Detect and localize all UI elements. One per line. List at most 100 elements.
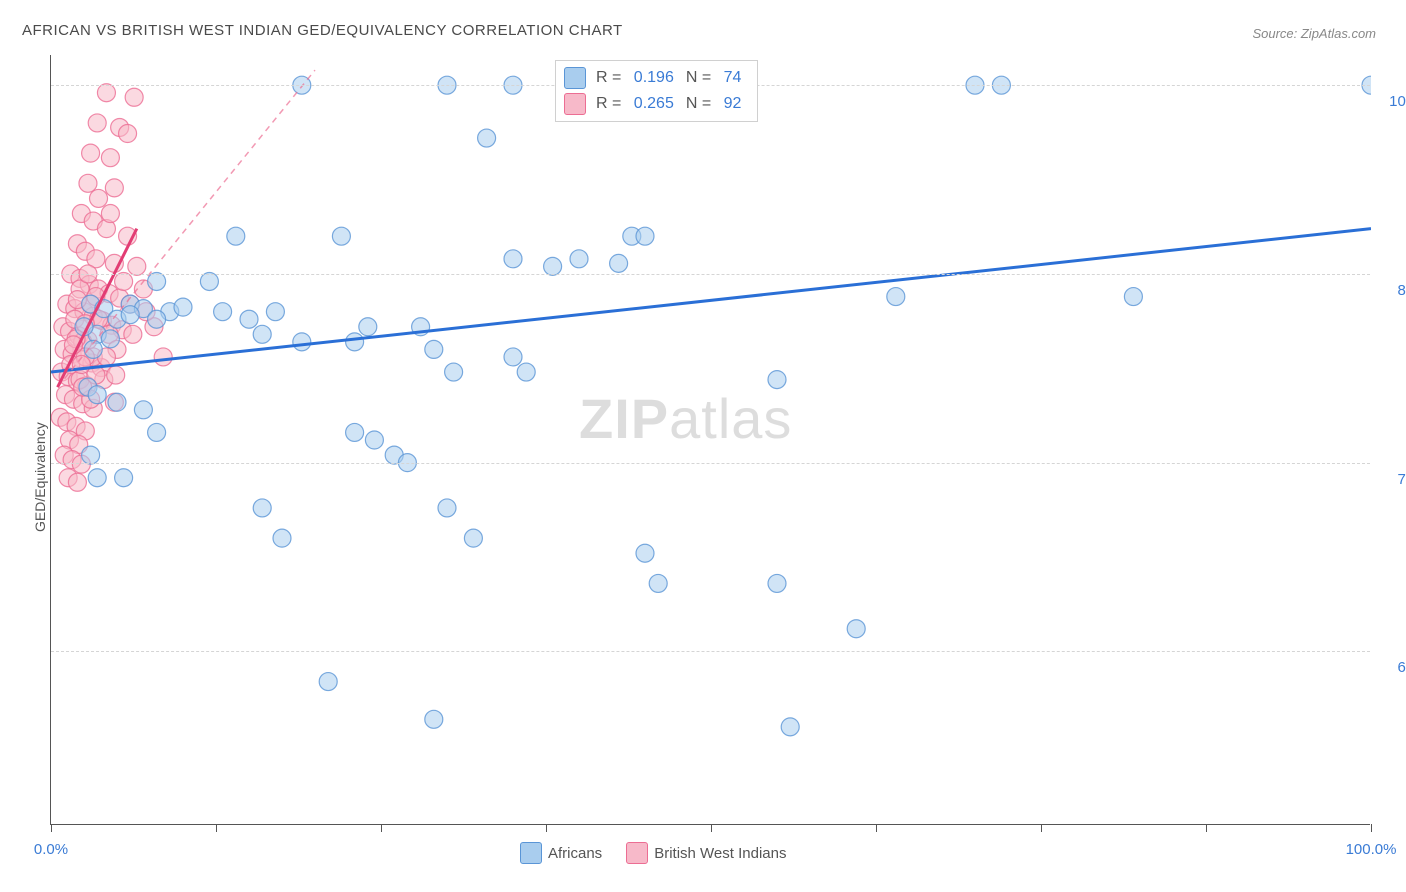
scatter-point — [365, 431, 383, 449]
scatter-point — [319, 673, 337, 691]
legend-n-label: N = — [686, 95, 716, 112]
scatter-point — [636, 544, 654, 562]
correlation-legend: R = 0.196 N = 74 R = 0.265 N = 92 — [555, 60, 758, 122]
scatter-point — [107, 366, 125, 384]
scatter-plot: ZIPatlas 62.5%75.0%87.5%100.0%0.0%100.0% — [50, 55, 1370, 825]
chart-title: AFRICAN VS BRITISH WEST INDIAN GED/EQUIV… — [22, 22, 623, 39]
legend-n-value: 74 — [724, 69, 742, 86]
scatter-point — [82, 446, 100, 464]
y-tick-label: 100.0% — [1389, 93, 1406, 110]
scatter-point — [154, 348, 172, 366]
scatter-point — [1124, 288, 1142, 306]
scatter-point — [128, 257, 146, 275]
scatter-point — [174, 298, 192, 316]
scatter-point — [253, 325, 271, 343]
scatter-point — [768, 574, 786, 592]
x-tick — [216, 824, 217, 832]
scatter-point — [610, 254, 628, 272]
scatter-point — [293, 333, 311, 351]
scatter-point — [125, 88, 143, 106]
legend-swatch — [520, 842, 542, 864]
scatter-point — [425, 710, 443, 728]
x-tick — [546, 824, 547, 832]
y-tick-label: 87.5% — [1397, 282, 1406, 299]
scatter-point — [768, 371, 786, 389]
scatter-point — [119, 125, 137, 143]
gridline — [51, 463, 1370, 464]
scatter-point — [478, 129, 496, 147]
scatter-point — [200, 272, 218, 290]
scatter-point — [359, 318, 377, 336]
scatter-point — [887, 288, 905, 306]
legend-swatch — [564, 67, 586, 89]
scatter-point — [90, 189, 108, 207]
x-tick-label: 0.0% — [34, 841, 68, 858]
scatter-point — [649, 574, 667, 592]
scatter-point — [464, 529, 482, 547]
scatter-point — [97, 84, 115, 102]
x-tick — [1206, 824, 1207, 832]
scatter-point — [115, 272, 133, 290]
scatter-point — [148, 272, 166, 290]
legend-series-label: Africans — [548, 845, 602, 862]
legend-swatch — [626, 842, 648, 864]
scatter-point — [504, 348, 522, 366]
legend-row: R = 0.265 N = 92 — [564, 91, 749, 117]
scatter-point — [445, 363, 463, 381]
series-legend: Africans British West Indians — [520, 842, 810, 864]
gridline — [51, 651, 1370, 652]
legend-r-value: 0.196 — [634, 69, 674, 86]
scatter-point — [517, 363, 535, 381]
y-tick-label: 75.0% — [1397, 471, 1406, 488]
scatter-point — [105, 179, 123, 197]
scatter-point — [88, 114, 106, 132]
scatter-point — [148, 310, 166, 328]
scatter-point — [332, 227, 350, 245]
scatter-point — [570, 250, 588, 268]
scatter-point — [115, 469, 133, 487]
gridline — [51, 274, 1370, 275]
scatter-point — [425, 340, 443, 358]
legend-row: R = 0.196 N = 74 — [564, 65, 749, 91]
scatter-point — [88, 386, 106, 404]
scatter-point — [134, 401, 152, 419]
scatter-point — [121, 306, 139, 324]
scatter-point — [68, 473, 86, 491]
legend-n-label: N = — [686, 69, 716, 86]
legend-r-label: R = — [596, 95, 626, 112]
legend-n-value: 92 — [724, 95, 742, 112]
scatter-point — [636, 227, 654, 245]
scatter-point — [79, 174, 97, 192]
legend-r-value: 0.265 — [634, 95, 674, 112]
scatter-point — [504, 250, 522, 268]
scatter-point — [266, 303, 284, 321]
scatter-point — [108, 393, 126, 411]
x-tick — [51, 824, 52, 832]
scatter-point — [101, 205, 119, 223]
scatter-point — [227, 227, 245, 245]
legend-series-label: British West Indians — [654, 845, 786, 862]
x-tick — [876, 824, 877, 832]
scatter-point — [438, 499, 456, 517]
x-tick — [711, 824, 712, 832]
scatter-svg — [51, 55, 1371, 825]
x-tick — [1041, 824, 1042, 832]
scatter-point — [544, 257, 562, 275]
scatter-point — [781, 718, 799, 736]
scatter-point — [148, 423, 166, 441]
legend-r-label: R = — [596, 69, 626, 86]
scatter-point — [88, 469, 106, 487]
scatter-point — [124, 325, 142, 343]
source-label: Source: ZipAtlas.com — [1252, 26, 1376, 41]
y-tick-label: 62.5% — [1397, 659, 1406, 676]
scatter-point — [240, 310, 258, 328]
x-tick — [381, 824, 382, 832]
scatter-point — [253, 499, 271, 517]
scatter-point — [346, 333, 364, 351]
scatter-point — [101, 149, 119, 167]
scatter-point — [82, 144, 100, 162]
x-tick — [1371, 824, 1372, 832]
legend-swatch — [564, 93, 586, 115]
scatter-point — [847, 620, 865, 638]
scatter-point — [273, 529, 291, 547]
